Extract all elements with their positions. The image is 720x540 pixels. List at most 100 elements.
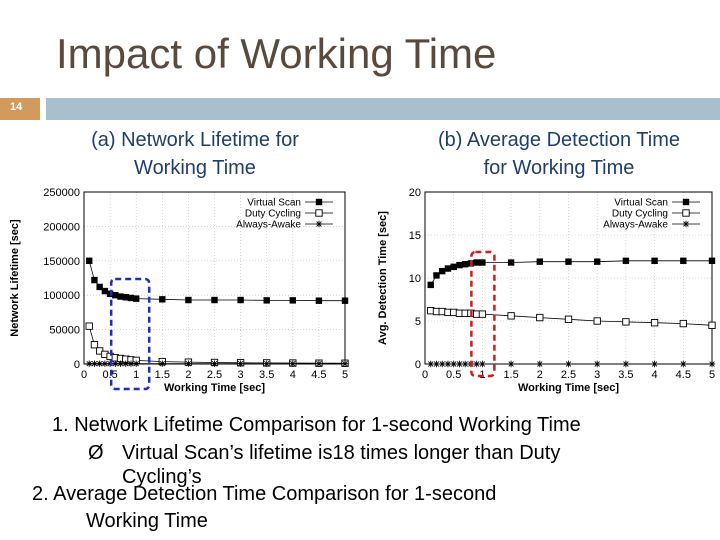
chart-a-ytick-label: 0	[74, 359, 80, 371]
slide-number: 14	[10, 101, 23, 113]
chart-b-data-point	[651, 360, 658, 368]
chart-b-data-point	[479, 360, 486, 368]
chart-b-xaxis-label: Working Time [sec]	[518, 382, 619, 394]
chart-b-data-point	[708, 257, 716, 264]
chart-b-data-point	[427, 281, 434, 289]
chart-a-xtick-label: 1.5	[155, 369, 170, 381]
chart-a-data-point	[112, 360, 119, 367]
chart-b-yaxis-label: Avg. Detection Time [sec]	[377, 211, 389, 345]
chart-a-plot-frame	[83, 191, 346, 365]
chart-a-data-point	[122, 360, 129, 367]
chart-b-data-point	[680, 257, 687, 264]
chart-a-xtick-label: 3	[238, 369, 244, 381]
chart-b-data-point	[450, 360, 457, 368]
chart-b-data-point	[507, 259, 515, 266]
chart-b-data-point	[594, 360, 601, 368]
chart-b-series-2	[427, 360, 716, 368]
bullet-1-sub-line-1: Virtual Scan’s lifetime is18 times longe…	[122, 442, 561, 464]
bullet-2-line-1: 2. Average Detection Time Comparison for…	[32, 483, 497, 505]
chart-b-data-point	[651, 257, 658, 264]
chart-b-data-point	[473, 360, 480, 368]
chart-a-data-point	[101, 360, 109, 367]
chart-a-caption-line-1: (a) Network Lifetime for	[91, 129, 299, 151]
chart-b-data-point	[456, 261, 463, 269]
chart-b-data-point	[564, 315, 573, 323]
chart-a-xaxis-label: Working Time [sec]	[164, 382, 265, 394]
chart-a-data-point	[237, 296, 244, 304]
chart-a-data-point	[159, 360, 166, 367]
chart-b-xtick-label: 5	[709, 369, 715, 381]
chart-a-data-point	[289, 297, 296, 304]
chart-a-xtick-label: 5	[342, 369, 348, 381]
chart-a-data-point	[211, 360, 218, 367]
chart-b-data-point	[450, 263, 457, 271]
chart-a-xtick-label: 1	[133, 369, 139, 381]
chart-b-series-1	[427, 307, 716, 329]
chart-a-data-point	[263, 297, 270, 304]
chart-b-data-point	[622, 360, 630, 368]
chart-a-data-point	[101, 287, 109, 295]
bullet-1-sub-line-2: Cycling’s	[122, 466, 202, 488]
chart-a-data-point	[96, 360, 103, 367]
chart-b-data-point	[479, 259, 486, 266]
chart-b-ytick-label: 0	[415, 359, 421, 371]
chart-b-data-point	[473, 259, 480, 266]
slide-title: Impact of Working Time	[56, 30, 497, 77]
chart-b-xtick-label: 0.5	[446, 369, 461, 381]
chart-b-legend-label: Always-Awake	[603, 220, 668, 231]
chart-a-data-point	[112, 292, 119, 299]
chart-b-data-point	[536, 313, 544, 322]
chart-a-data-point	[185, 296, 192, 304]
chart-b-data-point	[444, 265, 452, 272]
chart-a-data-point	[185, 360, 192, 367]
chart-a-xtick-label: 2	[185, 369, 191, 381]
chart-b-caption-line-1: (b) Average Detection Time	[438, 129, 680, 151]
chart-a-data-point	[86, 360, 93, 367]
chart-b-data-point	[708, 360, 716, 368]
chart-a-data-point	[91, 360, 98, 367]
chart-b-ytick-label: 5	[415, 316, 421, 328]
chart-a-data-point	[133, 295, 140, 302]
chart-b-legend-label: Duty Cycling	[612, 209, 668, 220]
chart-a-data-point	[341, 297, 349, 304]
chart-a-data-point	[341, 360, 349, 367]
chart-a-data-point	[237, 360, 244, 367]
chart-a-caption-line-2: Working Time	[134, 157, 256, 179]
chart-b-xtick-label: 4	[652, 369, 658, 381]
chart-a-data-point	[133, 360, 140, 367]
chart-b-data-point	[536, 258, 543, 265]
chart-b-data-point	[439, 267, 446, 275]
chart-b-xtick-label: 0	[422, 369, 428, 381]
chart-b-data-point	[708, 321, 716, 329]
chart-b-legend-marker	[682, 209, 690, 217]
chart-b-data-point	[536, 360, 543, 368]
chart-b-data-point	[461, 360, 469, 368]
bullet-1-arrow: Ø	[88, 442, 104, 464]
chart-b-data-point	[439, 360, 446, 368]
chart-a-data-point	[122, 294, 129, 301]
chart-b-ytick-label: 15	[409, 230, 421, 242]
chart-b-data-point	[461, 261, 469, 268]
chart-a-yaxis-label: Network Lifetime [sec]	[9, 219, 21, 337]
chart-b-highlight-box	[470, 250, 496, 378]
chart-a-data-point	[127, 360, 135, 367]
chart-b-data-point	[650, 319, 659, 327]
chart-a-series-1	[85, 322, 349, 367]
chart-b-caption-line-2: for Working Time	[483, 157, 635, 179]
chart-a-data-point	[90, 341, 99, 349]
header-bar	[46, 98, 720, 120]
chart-a-data-point	[263, 360, 270, 367]
chart-a-highlight-box	[109, 277, 151, 391]
chart-a-data-point	[117, 360, 124, 367]
chart-b-xtick-label: 3	[594, 369, 600, 381]
chart-b-xtick-label: 2.5	[561, 369, 576, 381]
chart-b-data-point	[433, 272, 440, 279]
chart-b-data-point	[594, 258, 601, 265]
chart-a-data-point	[127, 294, 135, 302]
chart-b-data-point	[565, 360, 572, 368]
chart-b-legend-marker	[682, 198, 690, 206]
chart-a-data-point	[315, 297, 323, 304]
bullet-1: 1. Network Lifetime Comparison for 1-sec…	[52, 414, 581, 436]
